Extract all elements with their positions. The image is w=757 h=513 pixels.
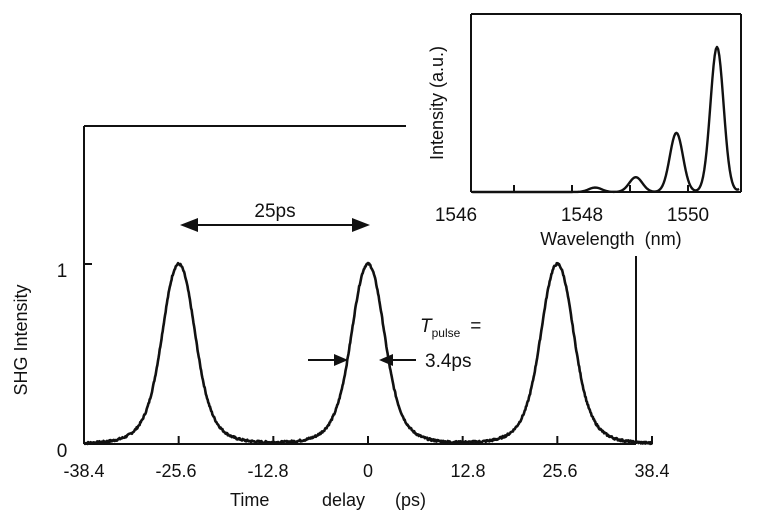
pulse-symbol: T bbox=[420, 316, 433, 337]
x-tick-label: -12.8 bbox=[247, 461, 288, 481]
inset-x-axis-label: Wavelength (nm) bbox=[540, 229, 681, 249]
y-tick-label-0: 0 bbox=[57, 441, 68, 462]
inset-background bbox=[408, 6, 748, 256]
x-axis-label-part: Time bbox=[230, 490, 269, 510]
main-axes bbox=[83, 125, 637, 445]
pulse-width-label: Tpulse = bbox=[420, 316, 481, 340]
x-tick-label: 38.4 bbox=[634, 461, 669, 481]
inset-y-axis-label: Intensity (a.u.) bbox=[427, 46, 447, 160]
pulse-width-arrows bbox=[308, 354, 416, 366]
x-tick-label: -25.6 bbox=[155, 461, 196, 481]
x-axis-label-part: (ps) bbox=[395, 490, 426, 510]
x-tick-label: 12.8 bbox=[450, 461, 485, 481]
spacing-label: 25ps bbox=[254, 201, 295, 222]
x-axis-label-part: delay bbox=[322, 490, 365, 510]
y-axis-label: SHG Intensity bbox=[11, 284, 31, 395]
inset-x-tick-label: 1550 bbox=[667, 205, 709, 226]
spectrum-trace bbox=[472, 45, 740, 194]
pulse-subscript: pulse bbox=[432, 326, 461, 340]
inset-x-tick-label: 1548 bbox=[561, 205, 603, 226]
inset-x-tick-label: 1546 bbox=[435, 205, 477, 226]
x-tick-label: 25.6 bbox=[542, 461, 577, 481]
x-tick-label: -38.4 bbox=[63, 461, 104, 481]
x-tick-label: 0 bbox=[363, 461, 373, 481]
shg-trace bbox=[83, 261, 653, 446]
pulse-equals: = bbox=[470, 316, 481, 337]
spacing-arrow bbox=[180, 218, 370, 232]
pulse-width-value: 3.4ps bbox=[425, 351, 471, 372]
y-tick-label-1: 1 bbox=[57, 261, 68, 282]
